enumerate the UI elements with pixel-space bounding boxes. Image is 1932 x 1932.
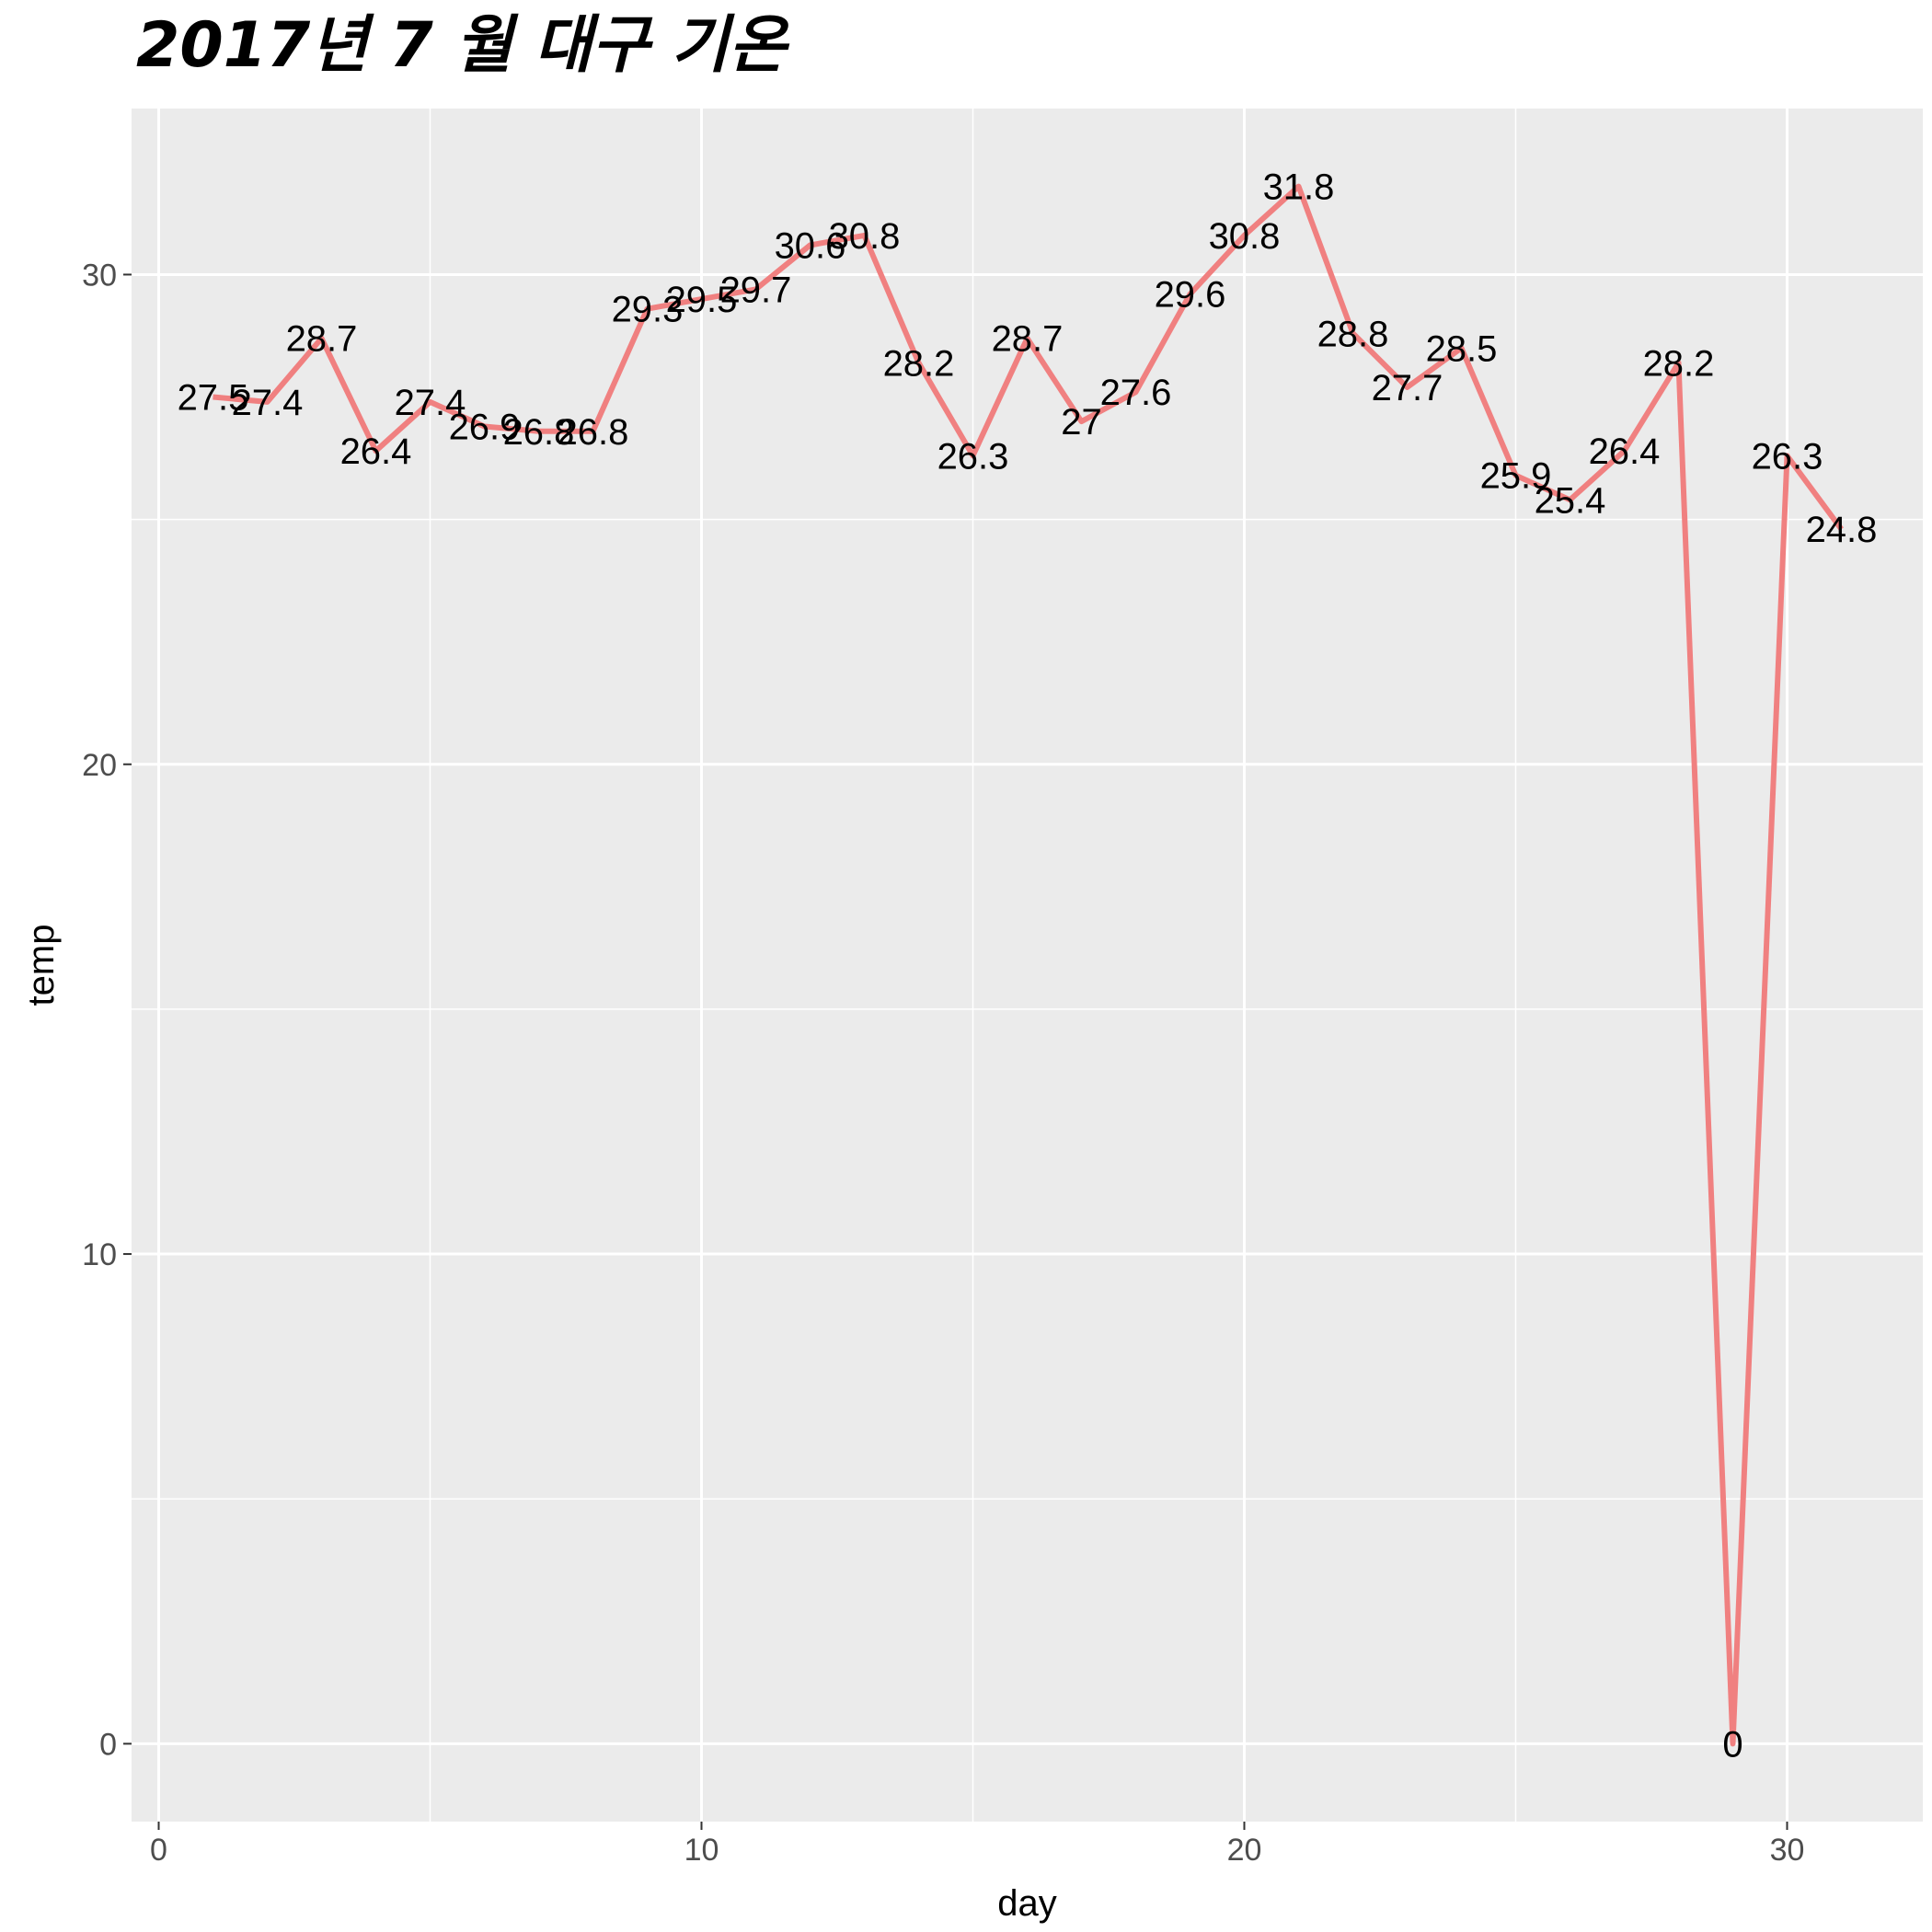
data-label: 30.6 — [775, 226, 846, 267]
data-label: 27.7 — [1372, 368, 1443, 408]
data-label: 26.3 — [937, 436, 1009, 477]
data-label: 27.4 — [395, 383, 466, 423]
y-tick-label: 10 — [82, 1237, 117, 1272]
temperature-series-line — [213, 183, 1844, 1747]
x-tick-label: 10 — [684, 1833, 719, 1868]
chart-title: 2017년 7 월 대구 기온 — [136, 9, 790, 82]
data-label: 28.8 — [1317, 314, 1389, 354]
x-axis-title: day — [997, 1883, 1057, 1924]
data-label: 0 — [1722, 1724, 1742, 1765]
minor-gridlines — [132, 109, 1923, 1822]
data-label: 27 — [1061, 402, 1102, 443]
y-axis-tick-labels: 0 10 20 30 — [82, 258, 117, 1762]
data-label: 27.6 — [1100, 373, 1172, 413]
data-label: 29.7 — [720, 270, 792, 310]
axis-ticks — [123, 273, 1788, 1830]
data-label: 24.8 — [1806, 510, 1878, 550]
data-label: 26.4 — [1589, 431, 1661, 472]
data-label: 30.8 — [1209, 216, 1281, 257]
x-tick-label: 0 — [150, 1833, 167, 1868]
y-tick-label: 20 — [82, 748, 117, 783]
x-axis-tick-labels: 0 10 20 30 — [150, 1833, 1804, 1868]
x-tick-label: 30 — [1770, 1833, 1805, 1868]
data-label: 28.2 — [1643, 343, 1715, 384]
data-label: 25.4 — [1535, 480, 1606, 521]
data-label: 30.8 — [829, 216, 901, 257]
major-gridlines — [132, 109, 1923, 1822]
y-tick-label: 30 — [82, 258, 117, 293]
data-label: 31.8 — [1263, 167, 1335, 208]
data-label: 27.4 — [232, 383, 304, 423]
data-labels: 27.527.428.726.427.426.926.826.829.329.5… — [178, 167, 1878, 1765]
data-label: 26.9 — [449, 407, 521, 447]
data-label: 26.4 — [340, 431, 412, 472]
data-label: 28.2 — [883, 343, 955, 384]
data-label: 26.8 — [558, 412, 629, 453]
data-label: 26.8 — [503, 412, 575, 453]
data-label: 28.5 — [1426, 328, 1498, 369]
data-label: 26.3 — [1752, 436, 1823, 477]
y-tick-label: 0 — [99, 1727, 117, 1762]
data-label: 28.7 — [286, 319, 358, 360]
data-label: 28.7 — [992, 319, 1064, 360]
y-axis-title: temp — [21, 925, 62, 1006]
x-tick-label: 20 — [1227, 1833, 1262, 1868]
data-label: 29.6 — [1155, 275, 1226, 316]
data-label: 27.5 — [178, 378, 249, 419]
data-label: 29.3 — [612, 290, 684, 330]
data-label: 29.5 — [666, 280, 738, 320]
data-label: 25.9 — [1480, 456, 1552, 497]
